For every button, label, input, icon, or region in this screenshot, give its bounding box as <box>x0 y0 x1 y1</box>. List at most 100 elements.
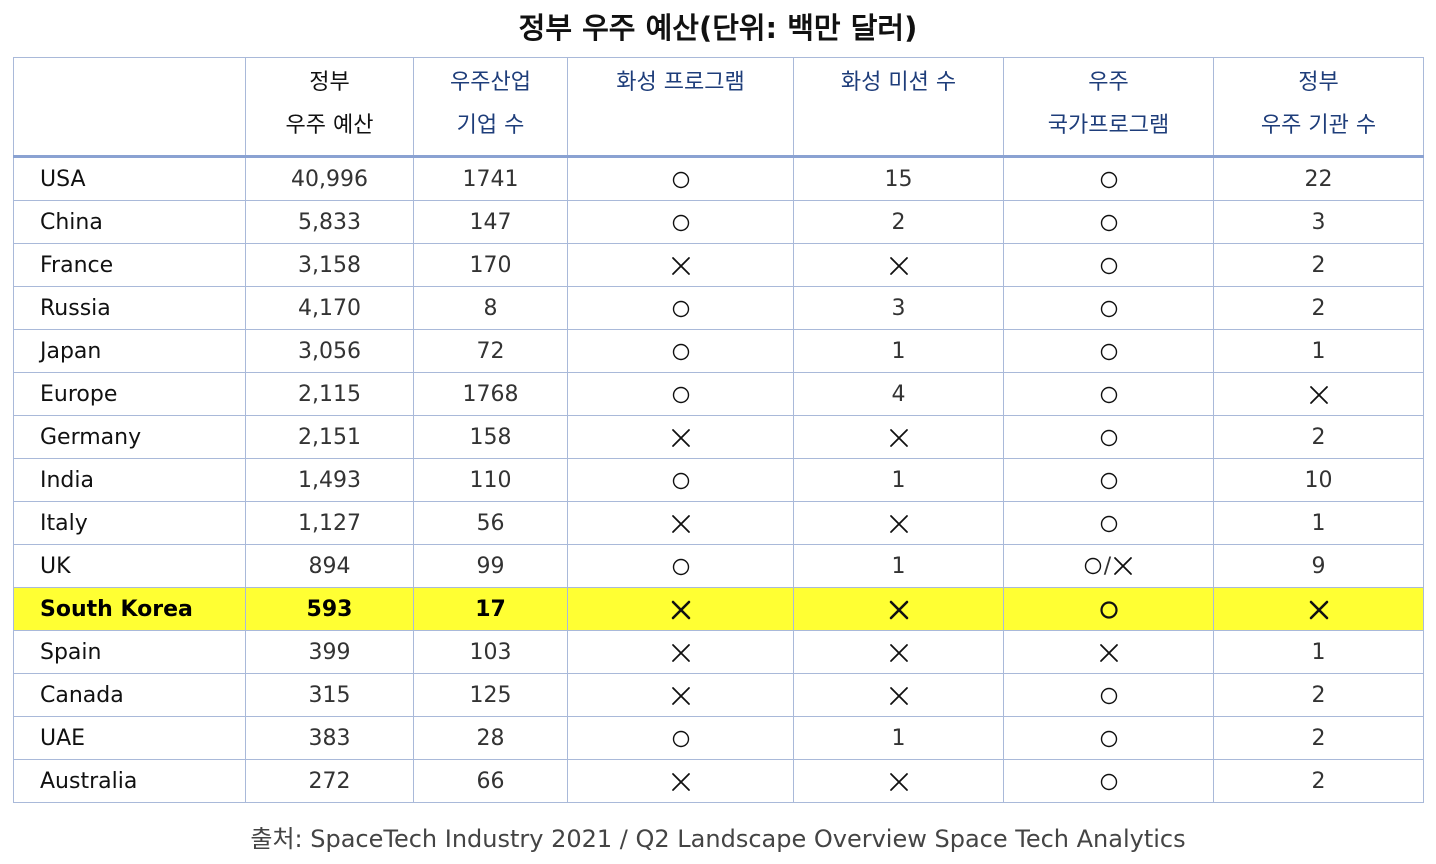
national-program-cell <box>1003 200 1214 244</box>
agencies-cell: 2 <box>1213 759 1424 803</box>
mars-missions-cell: 2 <box>793 200 1004 244</box>
companies-cell: 99 <box>413 544 568 588</box>
national-program-cell <box>1003 759 1214 803</box>
cross-icon <box>888 685 910 707</box>
circle-icon <box>671 471 691 491</box>
budget-cell: 3,158 <box>245 243 414 287</box>
budget-cell: 4,170 <box>245 286 414 330</box>
budget-cell: 2,151 <box>245 415 414 459</box>
mars-program-cell <box>567 372 794 416</box>
agencies-cell: 1 <box>1213 501 1424 545</box>
budget-cell: 3,056 <box>245 329 414 373</box>
circle-icon <box>1099 729 1119 749</box>
budget-cell: 399 <box>245 630 414 674</box>
agencies-cell: 2 <box>1213 243 1424 287</box>
country-cell: Italy <box>13 501 246 545</box>
companies-cell: 110 <box>413 458 568 502</box>
national-program-cell <box>1003 329 1214 373</box>
mars-missions-cell: 1 <box>793 329 1004 373</box>
circle-icon <box>1099 213 1119 233</box>
companies-cell: 17 <box>413 587 568 631</box>
mars-program-cell <box>567 501 794 545</box>
budget-cell: 5,833 <box>245 200 414 244</box>
country-cell: Europe <box>13 372 246 416</box>
table-row: Japan 3,056 72 1 1 <box>13 329 1424 373</box>
country-cell: Australia <box>13 759 246 803</box>
cross-icon <box>1098 642 1120 664</box>
national-program-cell <box>1003 372 1214 416</box>
companies-cell: 147 <box>413 200 568 244</box>
mars-missions-cell <box>793 415 1004 459</box>
circle-icon <box>671 170 691 190</box>
table-row: China 5,833 147 2 3 <box>13 200 1424 244</box>
circle-icon <box>1099 600 1119 620</box>
mars-missions-cell: 1 <box>793 544 1004 588</box>
country-cell: South Korea <box>13 587 246 631</box>
national-program-cell: / <box>1003 544 1214 588</box>
cross-icon <box>670 255 692 277</box>
header-row: 정부 우주 예산 우주산업 기업 수 화성 프로그램 화성 미션 수 우주 국가… <box>13 57 1424 158</box>
cross-icon <box>888 255 910 277</box>
country-cell: Canada <box>13 673 246 717</box>
companies-cell: 66 <box>413 759 568 803</box>
circle-icon <box>1099 686 1119 706</box>
national-program-cell <box>1003 415 1214 459</box>
country-cell: Japan <box>13 329 246 373</box>
mars-missions-cell: 1 <box>793 716 1004 760</box>
cross-icon <box>670 599 692 621</box>
circle-icon <box>1099 772 1119 792</box>
budget-cell: 272 <box>245 759 414 803</box>
national-program-cell <box>1003 156 1214 201</box>
circle-icon <box>1099 299 1119 319</box>
table-body: USA 40,996 1741 15 22 China 5,833 147 2 3 France 3,… <box>13 156 1424 803</box>
cross-icon <box>670 513 692 535</box>
table-row: UK 894 99 1 / 9 <box>13 544 1424 588</box>
companies-cell: 103 <box>413 630 568 674</box>
companies-cell: 1768 <box>413 372 568 416</box>
national-program-cell <box>1003 243 1214 287</box>
cross-icon <box>1308 599 1330 621</box>
cross-icon <box>888 513 910 535</box>
mars-program-cell <box>567 458 794 502</box>
agencies-cell: 10 <box>1213 458 1424 502</box>
cross-icon <box>670 642 692 664</box>
slash-separator: / <box>1103 553 1112 579</box>
mars-missions-cell <box>793 673 1004 717</box>
country-cell: Russia <box>13 286 246 330</box>
national-program-cell <box>1003 630 1214 674</box>
national-program-cell <box>1003 286 1214 330</box>
table-row: India 1,493 110 1 10 <box>13 458 1424 502</box>
mars-program-cell <box>567 673 794 717</box>
budget-cell: 1,493 <box>245 458 414 502</box>
space-budget-table: 정부 우주 예산 우주산업 기업 수 화성 프로그램 화성 미션 수 우주 국가… <box>13 57 1424 803</box>
circle-icon <box>1099 514 1119 534</box>
circle-icon <box>671 299 691 319</box>
circle-icon <box>671 729 691 749</box>
agencies-cell: 22 <box>1213 156 1424 201</box>
national-program-cell <box>1003 673 1214 717</box>
cross-icon <box>670 427 692 449</box>
mars-program-cell <box>567 587 794 631</box>
country-cell: India <box>13 458 246 502</box>
header-companies: 우주산업 기업 수 <box>413 57 568 158</box>
agencies-cell <box>1213 587 1424 631</box>
agencies-cell: 2 <box>1213 415 1424 459</box>
table-row: Spain 399 103 1 <box>13 630 1424 674</box>
budget-cell: 315 <box>245 673 414 717</box>
circle-icon <box>1099 428 1119 448</box>
table-row: Italy 1,127 56 1 <box>13 501 1424 545</box>
circle-icon <box>671 213 691 233</box>
cross-icon <box>670 771 692 793</box>
header-national-program: 우주 국가프로그램 <box>1003 57 1214 158</box>
companies-cell: 56 <box>413 501 568 545</box>
cross-icon <box>888 427 910 449</box>
country-cell: France <box>13 243 246 287</box>
mars-missions-cell: 1 <box>793 458 1004 502</box>
country-cell: UAE <box>13 716 246 760</box>
agencies-cell: 2 <box>1213 286 1424 330</box>
agencies-cell <box>1213 372 1424 416</box>
budget-cell: 1,127 <box>245 501 414 545</box>
national-program-cell <box>1003 458 1214 502</box>
mars-program-cell <box>567 630 794 674</box>
budget-cell: 894 <box>245 544 414 588</box>
